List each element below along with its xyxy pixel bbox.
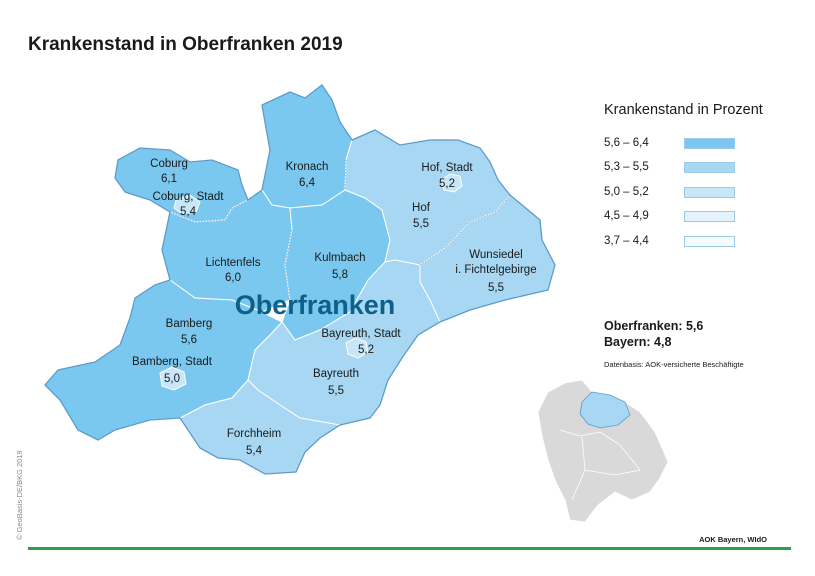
label-coburg-stadt-value: 5,4	[180, 206, 197, 218]
legend-label: 3,7 – 4,4	[604, 235, 649, 247]
label-bayreuth-stadt-value: 5,2	[358, 344, 374, 356]
data-basis-note: Datenbasis: AOK-versicherte Beschäftigte	[604, 360, 744, 369]
label-kronach-value: 6,4	[299, 177, 316, 189]
legend-item-class-3: 5,0 – 5,2	[604, 186, 739, 200]
legend-swatch	[684, 138, 735, 149]
legend-label: 4,5 – 4,9	[604, 210, 649, 222]
label-kronach-name: Kronach	[286, 161, 329, 173]
legend-item-class-4: 4,5 – 4,9	[604, 210, 739, 224]
label-coburg-value: 6,1	[161, 173, 177, 185]
label-wunsiedel-value: 5,5	[488, 282, 504, 294]
label-forchheim-name: Forchheim	[227, 428, 281, 440]
label-bayreuth-stadt-name: Bayreuth, Stadt	[321, 328, 401, 340]
legend-swatch	[684, 187, 735, 198]
label-hof-value: 5,5	[413, 218, 429, 230]
legend-swatch	[684, 211, 735, 222]
region-bayreuth-stadt[interactable]	[345, 337, 369, 359]
oberfranken-map-label: Oberfranken	[235, 290, 396, 320]
region-bamberg-stadt[interactable]	[159, 366, 187, 391]
label-coburg-stadt-name: Coburg, Stadt	[153, 191, 225, 203]
label-kulmbach-name: Kulmbach	[314, 252, 365, 264]
region-kronach[interactable]	[261, 84, 353, 209]
totals: Oberfranken: 5,6 Bayern: 4,8	[604, 318, 703, 350]
legend-title: Krankenstand in Prozent	[604, 102, 763, 118]
label-bamberg-value: 5,6	[181, 334, 197, 346]
label-coburg-name: Coburg	[150, 158, 188, 170]
oberfranken-outline	[44, 84, 556, 475]
label-kulmbach-value: 5,8	[332, 269, 348, 281]
source-note: AOK Bayern, WIdO	[699, 535, 767, 544]
footer-rule	[28, 547, 791, 550]
total-oberfranken: Oberfranken: 5,6	[604, 319, 704, 333]
legend-item-class-1: 5,6 – 6,4	[604, 137, 739, 151]
legend-item-class-2: 5,3 – 5,5	[604, 161, 739, 175]
region-coburg-stadt[interactable]	[173, 194, 201, 215]
label-bamberg-stadt-value: 5,0	[164, 373, 180, 385]
label-hof-name: Hof	[412, 202, 431, 214]
label-lichtenfels-name: Lichtenfels	[206, 257, 261, 269]
label-bayreuth-value: 5,5	[328, 385, 344, 397]
page-title: Krankenstand in Oberfranken 2019	[28, 34, 343, 55]
total-bayern: Bayern: 4,8	[604, 335, 672, 349]
legend-label: 5,6 – 6,4	[604, 137, 649, 149]
label-bayreuth-name: Bayreuth	[313, 368, 359, 380]
label-forchheim-value: 5,4	[246, 445, 263, 457]
legend-label: 5,3 – 5,5	[604, 161, 649, 173]
legend-label: 5,0 – 5,2	[604, 186, 649, 198]
legend-item-class-5: 3,7 – 4,4	[604, 235, 739, 249]
region-hof-stadt[interactable]	[441, 173, 463, 193]
label-hof-stadt-value: 5,2	[439, 178, 455, 190]
copyright-note: © GeoBasis-DE/BKG 2019	[15, 450, 24, 540]
label-wunsiedel-name2: i. Fichtelgebirge	[455, 264, 536, 276]
label-wunsiedel-name: Wunsiedel	[469, 249, 523, 261]
label-bamberg-stadt-name: Bamberg, Stadt	[132, 356, 213, 368]
label-hof-stadt-name: Hof, Stadt	[421, 162, 473, 174]
legend-swatch	[684, 236, 735, 247]
bavaria-locator-map	[537, 379, 669, 523]
label-lichtenfels-value: 6,0	[225, 272, 241, 284]
legend-swatch	[684, 162, 735, 173]
label-bamberg-name: Bamberg	[166, 318, 213, 330]
